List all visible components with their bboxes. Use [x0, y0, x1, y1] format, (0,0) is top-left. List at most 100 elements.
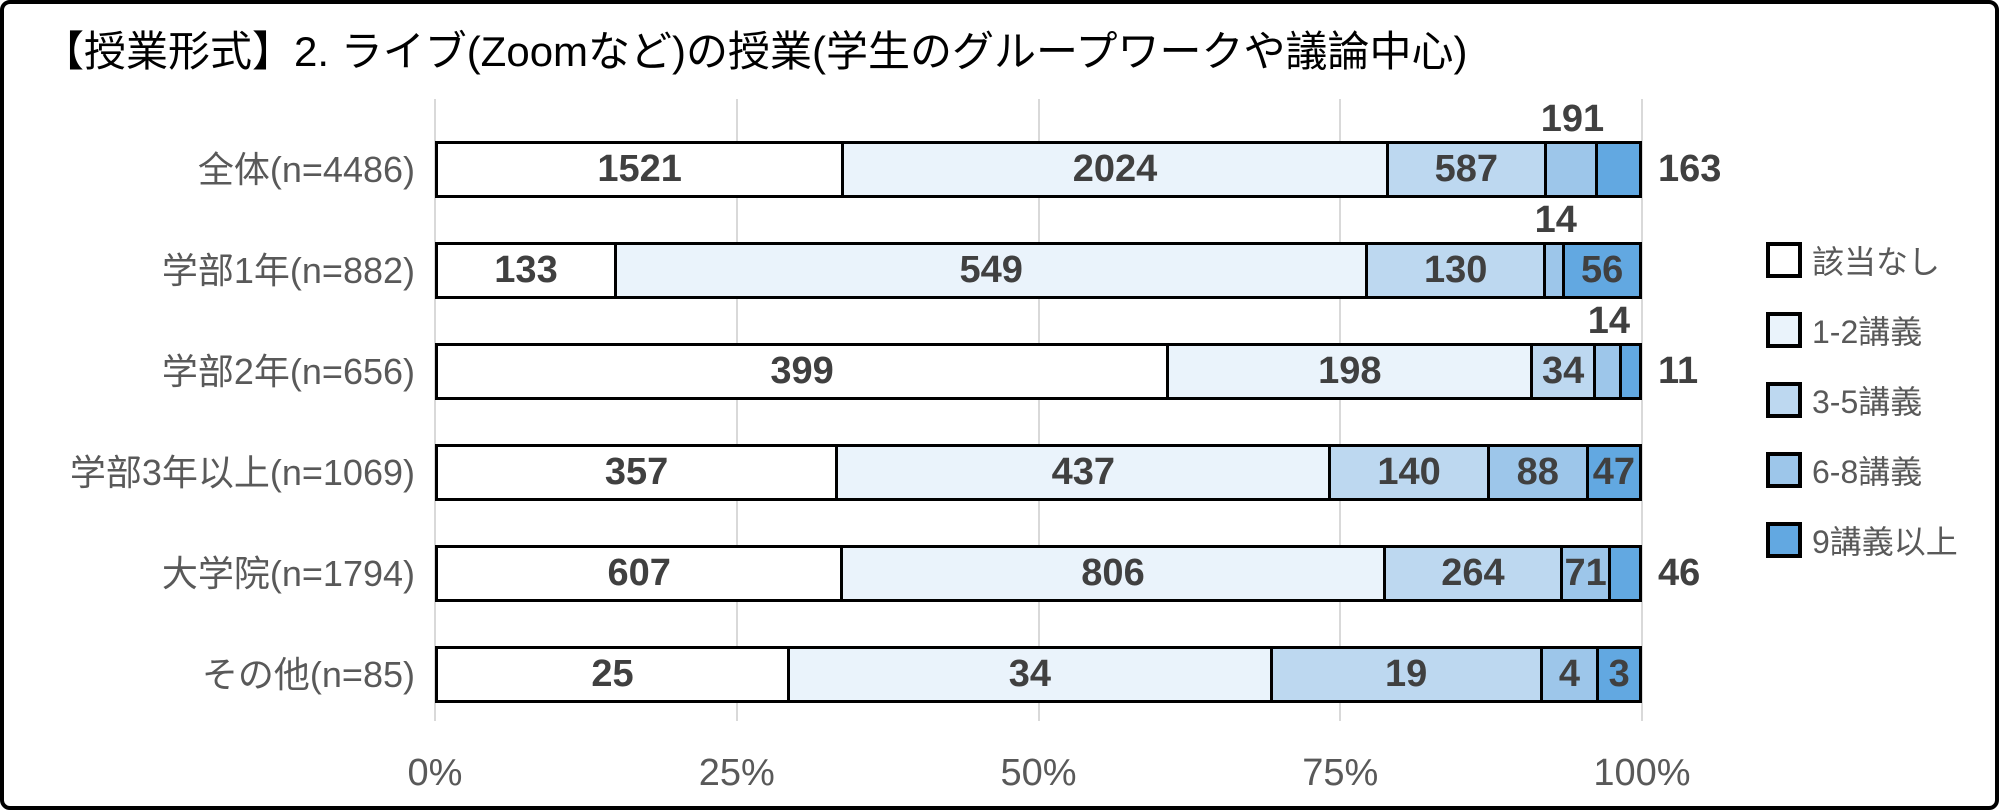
segment-value-label: 34 — [1542, 350, 1585, 392]
gridline — [434, 99, 436, 721]
bar-segment: 71 — [1563, 545, 1612, 602]
segment-value-label: 607 — [607, 552, 671, 594]
segment-value-label: 130 — [1424, 249, 1488, 291]
bar-segment: 198 — [1169, 343, 1534, 400]
segment-value-label: 587 — [1434, 148, 1498, 190]
bar-segment: 587 — [1388, 141, 1547, 198]
value-label-above: 14 — [1534, 199, 1577, 241]
bar-segment: 4 — [1542, 646, 1600, 703]
segment-value-label: 1521 — [597, 148, 682, 190]
bar-segment: 1521 — [435, 141, 845, 198]
bar-segment: 34 — [1533, 343, 1596, 400]
segment-value-label: 34 — [1008, 653, 1052, 695]
segment-value-label: 71 — [1564, 552, 1607, 594]
segment-value-label: 357 — [604, 451, 669, 493]
legend-item: 6-8講義 — [1766, 450, 1958, 490]
x-axis-tick-label: 50% — [1000, 752, 1077, 794]
legend: 該当なし 1-2講義 3-5講義 6-8講義 9講義以上 — [1766, 240, 1958, 590]
segment-value-label: 47 — [1592, 451, 1636, 493]
bar-segment: 549 — [617, 242, 1369, 299]
legend-swatch — [1766, 312, 1802, 348]
value-label-right: 163 — [1658, 148, 1722, 190]
bar-segment: 3 — [1599, 646, 1642, 703]
segment-value-label: 56 — [1581, 249, 1624, 291]
bar-segment: 437 — [838, 444, 1332, 501]
segment-value-label: 437 — [1051, 451, 1115, 493]
plot-area: 1521 2024 587 191 163 133 549 130 14 56 399 198 34 14… — [434, 99, 1721, 721]
segment-value-label: 198 — [1318, 350, 1382, 392]
segment-value-label: 806 — [1081, 552, 1145, 594]
segment-value-label: 19 — [1385, 653, 1428, 695]
bar-row: 607 806 264 71 46 — [435, 545, 1700, 602]
category-label: その他(n=85) — [201, 654, 415, 695]
gridline — [1339, 99, 1342, 721]
legend-label: 6-8講義 — [1812, 454, 1923, 490]
gridline — [1641, 99, 1643, 721]
bar-row: 133 549 130 14 56 — [435, 201, 1642, 299]
value-label-right: 46 — [1658, 552, 1701, 594]
bar-segment: 133 — [435, 242, 617, 299]
bar-segment: 56 — [1565, 242, 1642, 299]
category-label: 大学院(n=1794) — [161, 553, 415, 594]
bar-segment — [1611, 545, 1642, 602]
legend-item: 1-2講義 — [1766, 310, 1958, 350]
x-axis-tick-label: 0% — [407, 752, 463, 794]
bar-segment: 140 — [1331, 444, 1490, 501]
bar-segment — [1598, 141, 1642, 198]
legend-label: 9講義以上 — [1812, 524, 1958, 560]
bar-segment — [1621, 343, 1642, 400]
bar-segment — [1546, 141, 1599, 198]
segment-value-label: 133 — [494, 249, 558, 291]
segment-value-label: 88 — [1516, 451, 1559, 493]
bar-row: 357 437 140 88 47 — [435, 444, 1642, 501]
bar-segment: 19 — [1272, 646, 1543, 703]
bar-segment: 399 — [435, 343, 1170, 400]
segment-value-label: 399 — [770, 350, 834, 392]
legend-label: 該当なし — [1812, 244, 1941, 280]
legend-label: 1-2講義 — [1812, 314, 1923, 350]
bar-segment: 2024 — [844, 141, 1389, 198]
bar-segment: 806 — [843, 545, 1386, 602]
segment-value-label: 549 — [959, 249, 1023, 291]
bar-row: 1521 2024 587 191 163 — [435, 100, 1721, 198]
x-axis-tick-label: 25% — [698, 752, 775, 794]
x-axis: 0% 25% 50% 75% 100% — [408, 752, 1691, 802]
category-label: 学部1年(n=882) — [161, 250, 415, 291]
segment-value-label: 140 — [1377, 451, 1441, 493]
legend-swatch — [1766, 242, 1802, 278]
category-label: 学部2年(n=656) — [161, 351, 415, 392]
gridline — [735, 99, 738, 721]
bar-row: 25 34 19 4 3 — [435, 646, 1642, 703]
legend-swatch — [1766, 522, 1802, 558]
bar-segment: 47 — [1588, 444, 1642, 501]
segment-value-label: 25 — [591, 653, 634, 695]
legend-label: 3-5講義 — [1812, 384, 1923, 420]
bar-segment: 357 — [435, 444, 839, 501]
x-axis-tick-label: 75% — [1302, 752, 1379, 794]
value-label-right: 11 — [1658, 350, 1699, 392]
bar-segment — [1546, 242, 1566, 299]
value-label-above: 14 — [1587, 300, 1631, 342]
bar-segment: 130 — [1368, 242, 1547, 299]
segment-value-label: 4 — [1558, 653, 1581, 695]
bar-segment: 607 — [435, 545, 844, 602]
bar-segment: 34 — [790, 646, 1273, 703]
segment-value-label: 2024 — [1072, 148, 1158, 190]
segment-value-label: 3 — [1608, 653, 1630, 695]
legend-item: 9講義以上 — [1766, 520, 1958, 560]
segment-value-label: 264 — [1441, 552, 1505, 594]
x-axis-tick-label: 100% — [1593, 752, 1691, 794]
legend-item: 該当なし — [1766, 240, 1958, 280]
legend-swatch — [1766, 382, 1802, 418]
chart-title: 【授業形式】2. ライブ(Zoomなど)の授業(学生のグループワークや議論中心) — [42, 28, 1468, 75]
category-label: 学部3年以上(n=1069) — [69, 452, 415, 493]
bar-row: 399 198 34 14 11 — [435, 302, 1698, 400]
bar-segment — [1595, 343, 1622, 400]
value-label-above: 191 — [1540, 98, 1605, 140]
legend-item: 3-5講義 — [1766, 380, 1958, 420]
bar-segment: 25 — [435, 646, 790, 703]
gridline — [1037, 99, 1040, 721]
category-label: 全体(n=4486) — [197, 149, 415, 190]
legend-swatch — [1766, 452, 1802, 488]
